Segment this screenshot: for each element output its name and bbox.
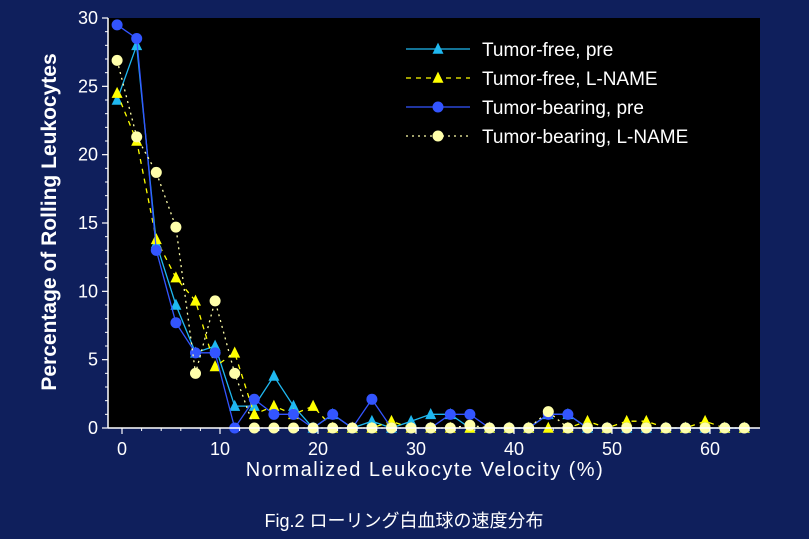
data-point (209, 295, 221, 307)
x-tick-label: 40 (504, 439, 524, 459)
data-point (150, 233, 162, 245)
y-tick-label: 15 (78, 213, 98, 233)
data-point (582, 414, 593, 426)
legend-label: Tumor-free, L-NAME (482, 69, 658, 90)
y-tick-label: 5 (88, 350, 98, 370)
x-axis-label: Normalized Leukocyte Velocity (%) (246, 459, 605, 481)
series-line (116, 92, 745, 429)
data-point (288, 408, 299, 420)
data-point (131, 33, 143, 44)
x-tick-label: 10 (210, 439, 230, 459)
data-point (366, 414, 378, 426)
data-point (268, 369, 280, 381)
data-point (170, 271, 182, 283)
x-tick-label: 20 (308, 439, 328, 459)
legend-entry: Tumor-bearing, pre (406, 98, 644, 119)
data-point (229, 367, 241, 379)
x-tick-label: 50 (602, 439, 622, 459)
data-point (327, 408, 339, 420)
legend: Tumor-free, pre Tumor-free, L-NAME Tumor-b… (406, 40, 688, 148)
y-tick-label: 0 (88, 418, 98, 438)
legend-entry: Tumor-free, L-NAME (406, 69, 658, 90)
data-point (190, 294, 201, 306)
data-point (640, 414, 652, 426)
data-point (542, 421, 554, 433)
data-point (150, 244, 162, 256)
figure-caption: Fig.2 ローリング白血球の速度分布 (264, 511, 543, 531)
data-point (131, 131, 143, 143)
data-point (464, 419, 476, 431)
legend-label: Tumor-bearing, pre (482, 98, 644, 119)
y-tick-label: 30 (78, 8, 98, 28)
data-point (425, 408, 437, 420)
data-point (190, 367, 201, 379)
data-point (268, 399, 280, 411)
axes-layer: 0 10 20 30 40 50 60 0 5 10 15 20 25 30 (78, 8, 760, 459)
legend-entry: Tumor-bearing, L-NAME (406, 127, 688, 148)
data-point (405, 414, 417, 426)
data-point (562, 408, 574, 420)
legend-label: Tumor-bearing, L-NAME (482, 127, 688, 148)
data-point (248, 408, 260, 420)
legend-label: Tumor-free, pre (482, 40, 613, 61)
y-tick-label: 25 (78, 76, 98, 96)
plot-area (108, 18, 760, 428)
data-point (248, 399, 260, 411)
data-point (170, 221, 182, 233)
data-point (170, 317, 182, 329)
legend-marker (432, 71, 444, 83)
x-tick-label: 60 (700, 439, 720, 459)
data-point (111, 54, 123, 66)
data-point (268, 408, 280, 420)
data-point (209, 360, 221, 372)
data-point (229, 399, 241, 411)
data-point (111, 19, 123, 31)
data-point (209, 339, 221, 351)
legend-marker (432, 42, 444, 54)
x-tick-label: 30 (406, 439, 426, 459)
legend-marker (432, 130, 444, 142)
data-point (621, 414, 633, 426)
data-point (170, 298, 182, 310)
data-point (444, 408, 456, 420)
data-point (464, 408, 476, 420)
data-point (288, 399, 299, 411)
legend-marker (432, 101, 444, 113)
data-point (111, 93, 123, 105)
data-point (307, 399, 319, 411)
y-tick-label: 10 (78, 281, 98, 301)
data-point (150, 166, 162, 178)
y-axis-label: Percentage of Rolling Leukocytes (38, 53, 61, 390)
data-point (111, 86, 123, 98)
data-point (542, 406, 554, 418)
data-point (248, 393, 260, 405)
data-point (229, 346, 241, 358)
data-point (209, 347, 221, 359)
y-tick-label: 20 (78, 145, 98, 165)
data-point (699, 414, 711, 426)
data-point (366, 393, 378, 405)
x-tick-label: 0 (117, 439, 127, 459)
legend-entry: Tumor-free, pre (406, 40, 613, 61)
